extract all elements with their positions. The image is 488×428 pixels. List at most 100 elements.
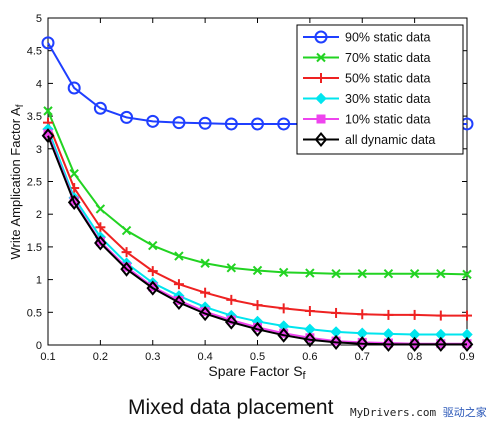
data-point (462, 269, 472, 280)
data-point (436, 269, 446, 279)
legend-entry: 30% static data (303, 92, 431, 106)
legend-box (296, 24, 464, 155)
data-point (95, 222, 106, 233)
data-point (435, 310, 446, 321)
data-point (277, 327, 290, 343)
data-point (409, 309, 420, 320)
x-tick-label: 0.7 (355, 351, 370, 363)
data-point (329, 334, 343, 350)
x-axis: 0.1 0.2 0.3 0.4 0.5 0.6 0.7 0.8 0.9 (40, 18, 475, 363)
data-point (434, 336, 448, 352)
legend-label: 50% static data (345, 72, 431, 86)
x-tick-label: 0.2 (93, 351, 108, 363)
data-point (224, 117, 238, 131)
data-point (147, 266, 158, 277)
legend: 90% static data 70% static data 50% static… (296, 24, 464, 155)
data-point (382, 336, 395, 352)
data-point (278, 267, 289, 278)
y-tick-label: 3.5 (27, 111, 42, 123)
x-tick-label: 0.6 (302, 351, 317, 363)
data-point (225, 314, 238, 330)
y-tick-label: 3 (36, 144, 42, 156)
data-point (121, 225, 132, 236)
legend-marker (316, 114, 326, 124)
data-point (198, 306, 212, 322)
legend-entry: 90% static data (303, 30, 431, 45)
legend-label: all dynamic data (345, 133, 435, 147)
data-point (146, 114, 160, 128)
y-tick-label: 0.5 (27, 307, 42, 319)
legend-entry: 70% static data (303, 51, 431, 65)
data-point (198, 116, 212, 130)
data-point (172, 294, 186, 311)
data-point (94, 235, 107, 251)
data-point (251, 117, 264, 131)
legend-marker (314, 30, 328, 44)
x-tick-label: 0.1 (40, 351, 55, 363)
legend-entry: 10% static data (303, 113, 431, 127)
data-point (67, 81, 81, 95)
y-tick-label: 1.5 (27, 242, 42, 254)
data-point (383, 309, 394, 320)
data-point (357, 269, 367, 279)
data-point (93, 101, 107, 115)
data-point (120, 261, 133, 277)
data-point (357, 309, 368, 320)
y-tick-label: 1 (36, 275, 42, 287)
x-tick-label: 0.5 (250, 351, 265, 363)
y-axis-label: Write Amplication Factor Af (8, 104, 26, 259)
legend-marker (316, 52, 326, 63)
series-layer (41, 36, 474, 352)
legend-marker (315, 92, 327, 105)
legend-entry: all dynamic data (303, 131, 435, 148)
series-5 (41, 128, 474, 352)
legend-marker (314, 131, 328, 148)
legend-entry: 50% static data (303, 72, 431, 86)
x-tick-label: 0.9 (459, 351, 474, 363)
data-point (41, 128, 55, 144)
watermark-suffix: 驱动之家 (442, 406, 487, 419)
data-point (278, 303, 289, 314)
data-point (460, 336, 474, 352)
data-point (331, 307, 342, 318)
data-point (409, 269, 420, 279)
data-point (251, 321, 264, 337)
legend-label: 90% static data (345, 31, 431, 45)
y-tick-label: 5 (36, 13, 42, 25)
data-point (252, 265, 263, 276)
series-line (47, 135, 467, 346)
data-point (383, 269, 394, 279)
data-point (146, 280, 160, 296)
data-point (226, 263, 237, 273)
y-tick-label: 2.5 (27, 177, 42, 189)
legend-label: 10% static data (345, 113, 431, 127)
y-tick-label: 4 (36, 78, 42, 90)
x-tick-label: 0.8 (407, 351, 422, 363)
data-point (277, 117, 291, 131)
data-point (41, 36, 55, 50)
data-point (43, 106, 53, 116)
x-tick-label: 0.3 (145, 351, 160, 363)
caption: Mixed data placement (128, 396, 334, 419)
legend-marker (316, 73, 326, 83)
data-point (67, 194, 81, 210)
series-1 (43, 106, 472, 280)
data-point (120, 110, 134, 124)
y-tick-label: 0 (36, 340, 42, 352)
y-tick-label: 2 (36, 209, 42, 221)
data-point (408, 336, 421, 352)
data-point (303, 332, 317, 348)
data-point (252, 300, 263, 311)
x-axis-label: Spare Factor Sf (208, 363, 306, 382)
data-point (462, 310, 472, 321)
legend-label: 70% static data (345, 51, 431, 65)
data-point (95, 204, 106, 214)
data-point (305, 268, 315, 278)
data-point (200, 258, 210, 268)
watermark: MyDrivers.com 驱动之家 (350, 404, 487, 420)
y-tick-label: 4.5 (27, 46, 42, 58)
data-point (69, 168, 79, 179)
data-point (355, 336, 369, 352)
data-point (304, 305, 315, 316)
